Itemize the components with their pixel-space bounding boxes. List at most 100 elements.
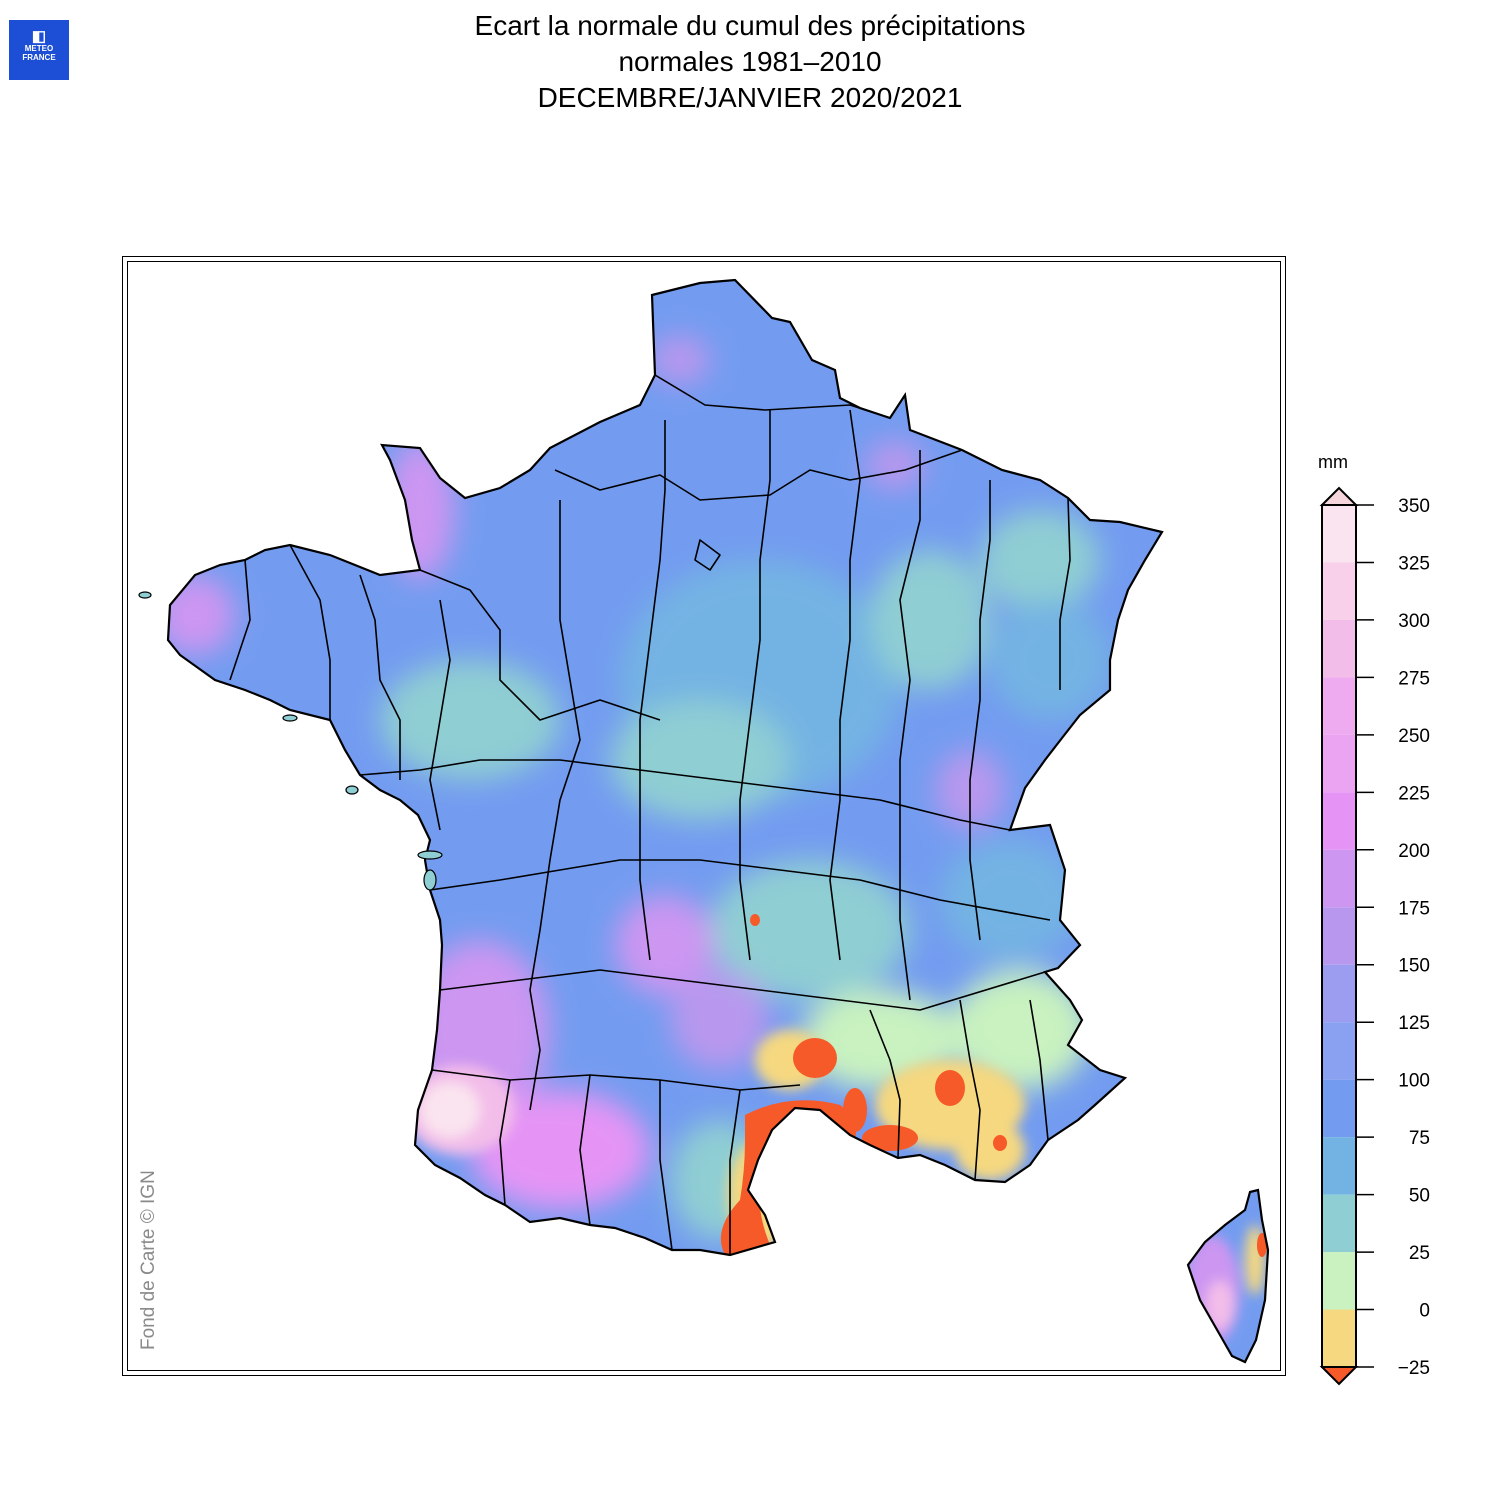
department-borders [229, 374, 1071, 1255]
legend-tick-label-0: 350 [1398, 496, 1430, 517]
field-light-blue-alsace [990, 600, 1110, 720]
field-light-blue-alps [940, 840, 1080, 960]
border-normandy-loire [419, 569, 661, 721]
legend-tick-label-6: 200 [1398, 841, 1430, 862]
border-lorraine-column [899, 450, 921, 1001]
title-line3: DECEMBRE/JANVIER 2020/2021 [537, 82, 963, 113]
border-alsace-column [969, 480, 991, 941]
legend-tick-label-13: 25 [1409, 1243, 1430, 1264]
map-frame-outer [122, 256, 1286, 1376]
island-oleron [423, 869, 437, 891]
border-midi-band [431, 1069, 801, 1091]
border-champagne-column [829, 409, 861, 961]
border-landes [499, 1079, 511, 1206]
legend-unit: mm [1318, 452, 1348, 472]
logo-text-line1: METEO [24, 44, 54, 53]
corsica-pale-pink [1206, 1280, 1234, 1330]
legend-band-9 [1322, 1022, 1356, 1080]
legend-band-8 [1322, 964, 1356, 1023]
logo-text-line2: FRANCE [22, 53, 56, 62]
border-brittany-2 [289, 544, 331, 720]
legend-band-11 [1322, 1137, 1356, 1195]
legend-tick-label-1: 325 [1398, 553, 1430, 574]
legend-tick-label-4: 250 [1398, 726, 1430, 747]
title-line1: Ecart la normale du cumul des précipitat… [474, 10, 1026, 41]
legend-tick-label-2: 300 [1398, 611, 1430, 632]
legend-band-14 [1322, 1309, 1356, 1367]
island-ouessant [138, 591, 152, 599]
border-center-column [639, 420, 666, 961]
island-noirmoutier [345, 785, 359, 795]
deficit-vaucluse-red [935, 1070, 965, 1106]
field-teal-massif [710, 860, 910, 1000]
island-groix [282, 714, 298, 722]
border-aude [729, 1089, 741, 1255]
border-provence [959, 999, 981, 1181]
field-yellow-var [955, 1120, 1025, 1180]
border-pays-de-loire [429, 599, 451, 831]
legend-band-5 [1322, 792, 1356, 850]
legend-tick-label-8: 150 [1398, 956, 1430, 977]
corsica-red-east [1257, 1233, 1267, 1257]
border-rhine [1059, 497, 1071, 690]
border-gers [579, 1074, 591, 1226]
legend-band-10 [1322, 1079, 1356, 1138]
field-teal-east [870, 550, 990, 690]
field-teal-northeast [980, 510, 1100, 610]
border-rhone [869, 1009, 901, 1159]
legend-band-2 [1322, 619, 1356, 678]
deficit-cevennes-red [793, 1038, 837, 1078]
border-west-column [529, 500, 581, 1111]
legend-band-12 [1322, 1194, 1356, 1253]
border-brittany-1 [229, 559, 251, 681]
field-teal-west [380, 660, 560, 780]
islands [138, 591, 443, 891]
field-purple-dordogne [615, 895, 715, 995]
legend-band-13 [1322, 1252, 1356, 1310]
map-frame-inner [127, 261, 1281, 1371]
deficit-spot-red [750, 914, 760, 926]
border-paris-basin [554, 449, 963, 501]
field-lavender-north [650, 335, 710, 385]
border-east-center-column [739, 410, 771, 961]
legend-tick-label-5: 225 [1398, 783, 1430, 804]
legend-band-3 [1322, 677, 1356, 735]
border-south-band [439, 969, 1046, 1011]
legend-under-arrow [1319, 1366, 1359, 1386]
legend-ticks: 3503253002752502252001751501251007550250… [1356, 496, 1430, 1379]
legend-tick-label-7: 175 [1398, 898, 1430, 919]
legend-band-4 [1322, 734, 1356, 793]
field-lavender-tarn [670, 970, 770, 1070]
legend-bands [1319, 486, 1359, 1386]
deficit-gard-red [843, 1088, 867, 1132]
legend-tick-label-12: 50 [1409, 1186, 1430, 1207]
field-lavender-ardennes [865, 440, 925, 490]
field-teal-center [610, 700, 790, 820]
border-centre-band [359, 759, 1011, 831]
legend-tick-label-14: 0 [1419, 1301, 1430, 1322]
legend-tick-label-3: 275 [1398, 668, 1430, 689]
border-paris [694, 539, 721, 571]
title-line2: normales 1981–2010 [618, 46, 882, 77]
map-title: Ecart la normale du cumul des précipitat… [300, 8, 1200, 116]
deficit-var-red [993, 1135, 1007, 1151]
border-ariege [659, 1080, 673, 1251]
island-re [417, 850, 443, 860]
deficit-camargue-red [862, 1125, 918, 1151]
logo-glyph-icon: ◧ [31, 28, 47, 45]
field-green-southeast [950, 970, 1090, 1090]
legend-tick-label-9: 125 [1398, 1013, 1430, 1034]
border-massif-band [429, 859, 1051, 921]
field-near-white-landes [420, 1082, 480, 1138]
border-brittany-3 [359, 574, 401, 780]
legend-tick-label-11: 75 [1409, 1128, 1430, 1149]
legend-over-arrow [1319, 486, 1359, 506]
legend-band-1 [1322, 562, 1356, 620]
border-alpes-maritimes [1029, 999, 1049, 1141]
legend-tick-label-10: 100 [1398, 1071, 1430, 1092]
legend-tick-label-15: −25 [1398, 1358, 1430, 1379]
legend-band-7 [1322, 907, 1356, 965]
legend-band-0 [1322, 505, 1356, 563]
